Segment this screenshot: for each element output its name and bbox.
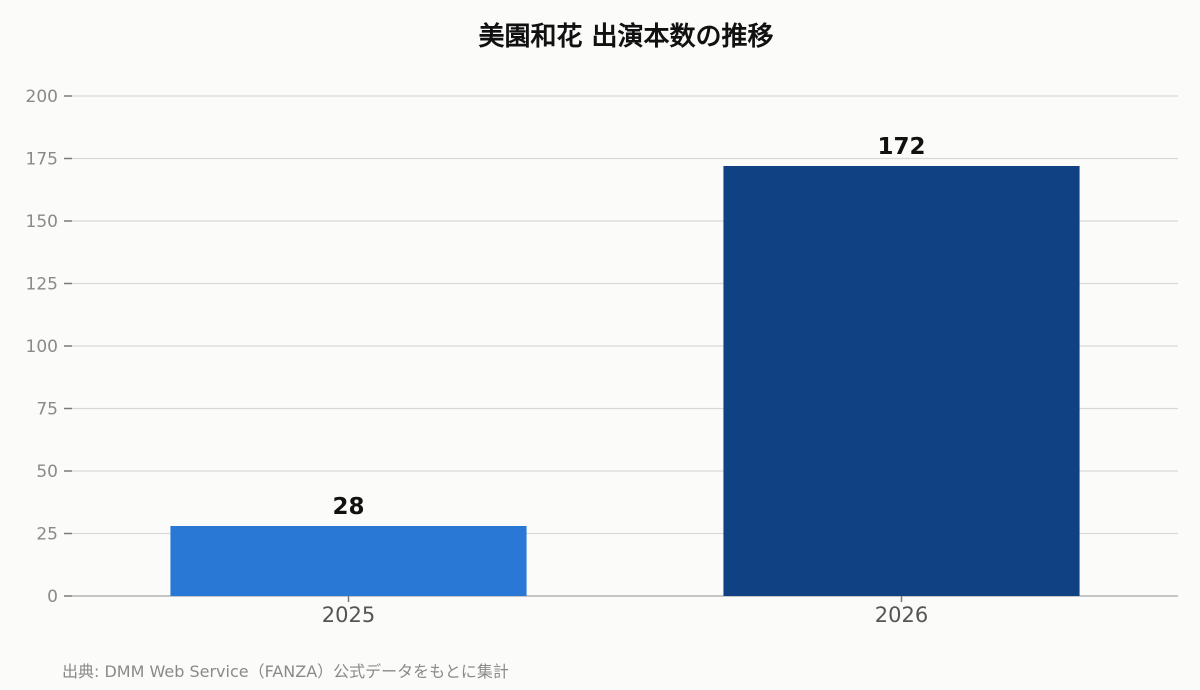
y-tick-label: 25 — [36, 525, 58, 545]
y-tick-label: 150 — [26, 212, 58, 232]
bar-2026 — [723, 166, 1080, 596]
y-tick-label: 0 — [47, 587, 58, 607]
data-label-2025: 28 — [332, 494, 364, 520]
source-note: 出典: DMM Web Service（FANZA）公式データをもとに集計 — [62, 662, 509, 681]
y-tick-label: 200 — [26, 87, 58, 107]
chart-title: 美園和花 出演本数の推移 — [478, 22, 774, 52]
y-tick-label: 125 — [26, 275, 58, 295]
data-label-2026: 172 — [877, 134, 925, 160]
y-tick-label: 50 — [36, 462, 58, 482]
x-tick-label-2025: 2025 — [322, 603, 375, 627]
y-tick-label: 175 — [26, 150, 58, 170]
y-tick-label: 75 — [36, 400, 58, 420]
bar-2025 — [170, 526, 527, 596]
y-tick-label: 100 — [26, 337, 58, 357]
x-tick-label-2026: 2026 — [875, 603, 928, 627]
